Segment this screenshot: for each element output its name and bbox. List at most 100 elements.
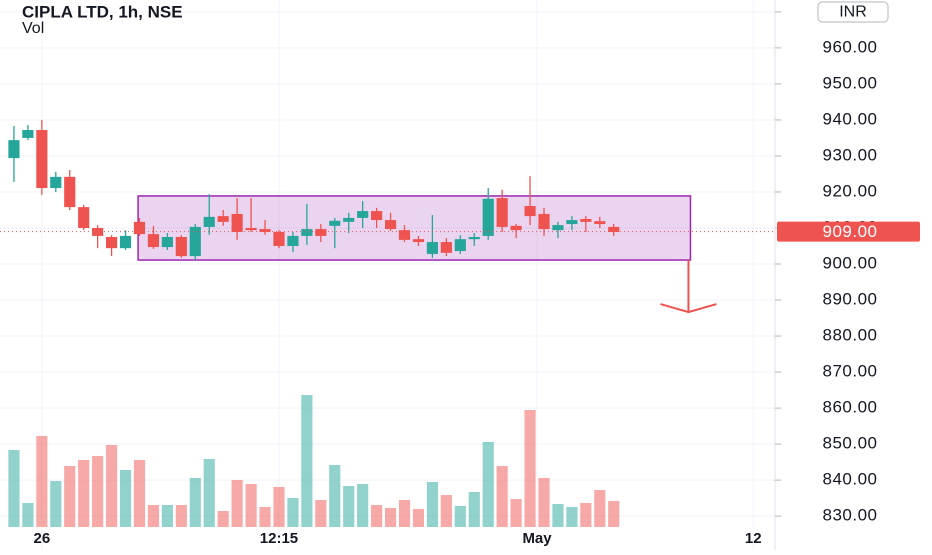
volume-bar	[384, 508, 397, 527]
x-tick-label: 12	[745, 530, 762, 547]
volume-bar	[22, 503, 34, 527]
y-tick-label: 930.00	[823, 145, 878, 164]
candle-body	[482, 198, 494, 236]
last-price-badge	[777, 221, 920, 242]
volume-bar	[315, 500, 327, 527]
volume-bar	[231, 480, 243, 527]
candle-body	[594, 221, 606, 225]
candle-body	[566, 220, 578, 225]
volume-bar	[36, 436, 48, 527]
currency-label[interactable]: INR	[839, 4, 867, 21]
range-box	[137, 195, 692, 261]
volume-bar	[245, 484, 257, 527]
candle-body	[315, 229, 327, 236]
volume-bar	[371, 505, 383, 527]
currency-badge[interactable]	[817, 1, 889, 23]
y-tick-label: 940.00	[823, 109, 878, 128]
x-tick-label: May	[522, 530, 552, 547]
volume-bar	[538, 478, 550, 527]
volume-bar	[8, 450, 20, 527]
volume-bar	[106, 445, 118, 527]
last-price-label: 909.00	[823, 222, 878, 241]
volume-bar	[133, 460, 146, 527]
candle-body	[36, 130, 48, 189]
volume-bar	[64, 466, 76, 527]
volume-bar	[566, 507, 578, 527]
volume-bar	[329, 465, 341, 527]
candle-body	[287, 235, 299, 247]
y-tick-label: 860.00	[823, 398, 878, 417]
candle-body	[301, 229, 313, 236]
candle-body	[510, 225, 522, 231]
volume-bar	[343, 486, 355, 527]
volume-bar	[608, 501, 620, 527]
volume-bar	[468, 492, 480, 527]
x-tick-label: 26	[34, 530, 51, 547]
candle-body	[203, 216, 215, 227]
candle-body	[524, 206, 536, 217]
y-tick-label: 960.00	[823, 37, 878, 56]
candle-body	[398, 230, 411, 240]
y-tick-label: 850.00	[823, 434, 878, 453]
candle-body	[175, 237, 187, 257]
volume-bar	[161, 505, 173, 527]
volume-bar	[147, 505, 160, 527]
volume-bar	[92, 456, 104, 527]
volume-bar	[524, 410, 536, 527]
volume-bar	[357, 484, 369, 527]
y-tick-label: 830.00	[823, 506, 878, 525]
y-tick-label: 870.00	[823, 362, 878, 381]
candle-body	[161, 237, 173, 248]
candle-body	[273, 231, 285, 247]
candle-body	[426, 242, 438, 254]
candle-body	[538, 213, 550, 230]
candle-body	[580, 218, 592, 222]
volume-bar	[594, 490, 606, 527]
candle-body	[608, 226, 620, 232]
price-axis-panel	[775, 0, 932, 550]
candle-body	[329, 220, 341, 226]
candle-body	[64, 176, 76, 208]
candle-body	[119, 235, 132, 249]
candle-body	[259, 229, 271, 232]
arrow	[660, 260, 717, 314]
candle-body	[371, 211, 383, 221]
volume-bar	[482, 442, 494, 527]
volume-bar	[259, 507, 271, 527]
volume-bar	[119, 470, 132, 527]
candle-body	[50, 176, 62, 189]
volume-bar	[552, 504, 564, 527]
y-tick-label: 950.00	[823, 73, 878, 92]
candle-body	[106, 237, 118, 249]
volume-bar	[217, 511, 229, 527]
volume-bar	[175, 505, 187, 527]
candle-body	[552, 225, 564, 231]
candle-body	[454, 239, 466, 252]
candle-body	[468, 237, 480, 240]
candle-body	[189, 226, 201, 257]
candle-body	[496, 198, 508, 227]
chart-title: CIPLA LTD, 1h, NSE	[22, 2, 183, 21]
candle-body	[8, 140, 20, 159]
candle-body	[217, 216, 229, 222]
volume-bar	[454, 506, 466, 527]
candle-body	[92, 227, 104, 236]
volume-bar	[440, 495, 452, 527]
candle-body	[357, 211, 369, 218]
y-tick-label: 840.00	[823, 470, 878, 489]
volume-bar	[273, 487, 285, 527]
volume-bar	[78, 460, 90, 527]
candle-body	[440, 242, 452, 253]
volume-bar	[580, 503, 592, 527]
volume-bar	[287, 498, 299, 527]
volume-bar	[203, 459, 215, 527]
volume-bar	[50, 481, 62, 527]
volume-label: Vol	[22, 20, 44, 37]
volume-bar	[496, 466, 508, 527]
candle-body	[147, 234, 160, 248]
volume-bar	[398, 500, 411, 527]
candle-body	[231, 213, 243, 232]
volume-bar	[510, 499, 522, 527]
candle-body	[343, 217, 355, 222]
